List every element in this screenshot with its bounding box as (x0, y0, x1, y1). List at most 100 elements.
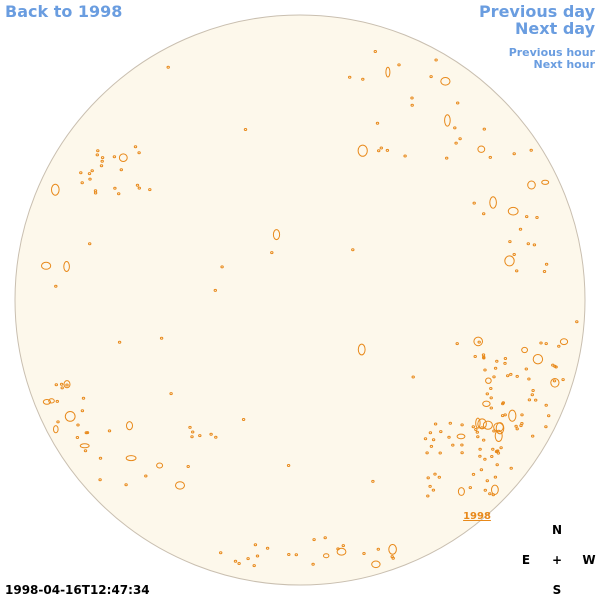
contour (503, 357, 508, 360)
contour (214, 435, 218, 439)
contour (504, 255, 515, 267)
contour (531, 434, 535, 438)
contour (475, 417, 481, 429)
contour (79, 443, 90, 449)
contour (460, 443, 464, 447)
contour (88, 177, 92, 181)
contour (509, 466, 513, 470)
contour (166, 65, 170, 69)
contour (532, 243, 537, 247)
previous-day-link[interactable]: Previous day (479, 2, 596, 21)
contour (76, 423, 80, 427)
contour (447, 435, 451, 439)
contour (492, 375, 496, 379)
contour (48, 398, 55, 404)
contour (88, 242, 92, 246)
contour (544, 403, 548, 407)
contour (75, 436, 80, 439)
contour (547, 414, 551, 418)
contour (473, 336, 484, 347)
contour (60, 386, 64, 390)
contour (512, 253, 516, 256)
contour (458, 137, 462, 141)
contour (373, 50, 377, 53)
compass-east: E (522, 553, 530, 567)
contour (56, 420, 60, 424)
contour (112, 155, 117, 159)
contour (87, 172, 92, 176)
contour (482, 438, 486, 442)
contour (532, 354, 544, 365)
contour (456, 433, 466, 440)
contour (482, 420, 493, 430)
contour (483, 457, 487, 461)
contour (499, 446, 503, 450)
contour (455, 342, 459, 346)
contour (209, 432, 213, 436)
contour (495, 359, 499, 363)
contour (371, 479, 375, 483)
contour (514, 424, 518, 428)
contour (527, 398, 532, 402)
contour (477, 145, 486, 153)
contour (312, 538, 316, 542)
contour (453, 126, 457, 130)
contour (552, 379, 557, 383)
next-hour-link[interactable]: Next hour (534, 58, 596, 71)
contour (478, 447, 482, 451)
contour (488, 492, 492, 496)
contour (98, 478, 102, 482)
contour (534, 398, 538, 402)
contour (485, 479, 489, 483)
contour (482, 127, 486, 131)
contour (148, 188, 152, 192)
contour (323, 536, 327, 540)
contour (357, 343, 366, 356)
contour (482, 400, 491, 407)
contour (169, 392, 173, 396)
contour (472, 201, 476, 205)
contour (379, 146, 383, 150)
contour (482, 356, 486, 360)
contour (483, 488, 487, 492)
contour (287, 553, 291, 556)
contour (156, 462, 164, 469)
contour (431, 488, 436, 492)
contour (144, 474, 148, 478)
contour (65, 383, 69, 387)
contour (55, 399, 59, 403)
contour (554, 365, 558, 369)
contour (544, 425, 548, 429)
contour (471, 472, 476, 476)
contour (477, 418, 487, 430)
contour (410, 103, 414, 107)
contour (410, 96, 414, 100)
contour (213, 288, 218, 292)
contour (117, 192, 121, 196)
contour (489, 196, 497, 209)
contour (426, 476, 430, 480)
contour (503, 361, 507, 365)
contour (220, 265, 224, 269)
contour (524, 367, 528, 371)
previous-hour-link[interactable]: Previous hour (509, 46, 596, 59)
contour (515, 427, 519, 431)
contour (243, 128, 248, 131)
contour (428, 484, 432, 488)
contour (80, 409, 85, 413)
contour (188, 425, 192, 429)
contour (454, 141, 458, 145)
year-link[interactable]: 1998 (463, 511, 491, 522)
next-day-link[interactable]: Next day (515, 19, 596, 38)
contour (521, 346, 528, 354)
contour (445, 156, 449, 160)
contour (391, 556, 395, 560)
contour (336, 547, 347, 556)
contour (475, 430, 479, 434)
contour (493, 475, 498, 479)
contour (403, 154, 407, 158)
contour (99, 164, 104, 168)
back-link[interactable]: Back to 1998 (5, 2, 122, 21)
contour (53, 425, 59, 434)
contour (478, 454, 482, 458)
